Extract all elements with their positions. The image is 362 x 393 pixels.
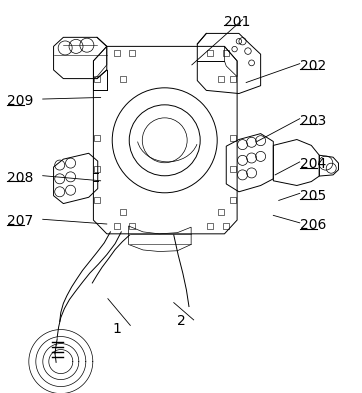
Text: 1: 1 xyxy=(112,322,121,336)
Bar xyxy=(231,75,236,82)
Text: 203: 203 xyxy=(300,114,327,128)
Bar xyxy=(223,223,228,229)
Text: 209: 209 xyxy=(7,94,34,108)
Bar xyxy=(120,75,126,82)
Text: 205: 205 xyxy=(300,189,327,203)
Bar xyxy=(94,197,100,204)
Bar xyxy=(231,197,236,204)
Text: 2: 2 xyxy=(177,314,186,329)
Bar xyxy=(114,50,119,56)
Text: 204: 204 xyxy=(300,157,327,171)
Bar xyxy=(94,166,100,172)
Bar xyxy=(231,134,236,141)
Text: 207: 207 xyxy=(7,214,34,228)
Bar xyxy=(129,223,135,229)
Bar xyxy=(114,223,119,229)
Bar xyxy=(129,50,135,56)
Text: 201: 201 xyxy=(224,15,250,29)
Bar xyxy=(207,223,213,229)
Bar xyxy=(94,134,100,141)
Text: 206: 206 xyxy=(300,218,327,232)
Bar xyxy=(231,166,236,172)
Bar xyxy=(207,50,213,56)
Bar xyxy=(218,209,224,215)
Bar xyxy=(94,75,100,82)
Bar xyxy=(120,209,126,215)
Text: 202: 202 xyxy=(300,59,327,73)
Bar xyxy=(218,75,224,82)
Text: 208: 208 xyxy=(7,171,34,185)
Bar xyxy=(223,50,228,56)
